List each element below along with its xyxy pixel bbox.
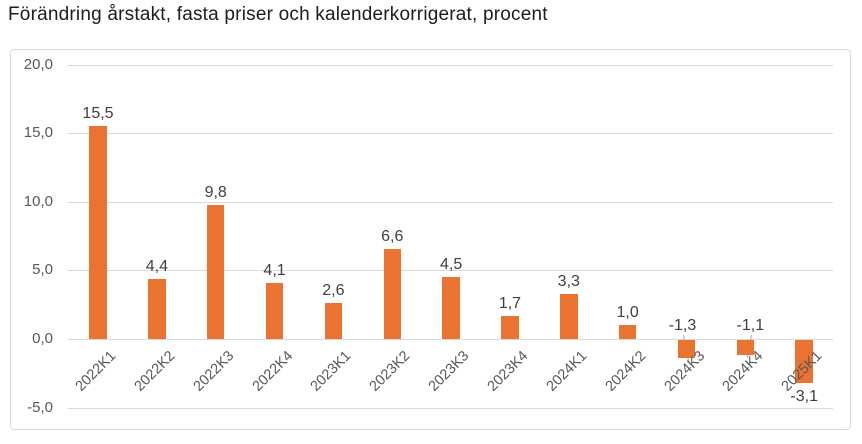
gridline (68, 202, 833, 203)
bar-2022K1 (89, 126, 107, 339)
data-label-2022K2: 4,4 (145, 257, 168, 275)
data-label-2025K1: -3,1 (790, 387, 818, 405)
bar-2024K3 (677, 340, 696, 358)
y-tick-label: -5,0 (27, 399, 53, 416)
data-label-2023K4: 1,7 (498, 294, 522, 312)
data-label-2022K1: 15,5 (82, 105, 114, 123)
gridline (68, 339, 833, 340)
gridline (68, 65, 833, 66)
y-tick-label: 10,0 (23, 193, 53, 210)
data-label-2024K3: -1,3 (668, 317, 697, 334)
y-tick-label: 0,0 (32, 330, 53, 347)
bar-2023K1 (324, 303, 343, 339)
x-tick-label-2022K4: 2022K4 (249, 348, 296, 395)
x-tick-label-2024K4: 2024K4 (720, 348, 767, 395)
bar-2022K2 (148, 278, 166, 339)
bar-2023K3 (442, 277, 460, 339)
gridline (68, 133, 833, 134)
data-label-2022K3: 9,8 (204, 183, 227, 201)
data-label-2022K4: 4,1 (263, 261, 286, 279)
x-tick-label-2024K1: 2024K1 (543, 348, 591, 395)
x-tick-label-2024K2: 2024K2 (602, 348, 649, 395)
x-tick-label-2023K3: 2023K3 (425, 348, 473, 395)
x-tick-label-2023K4: 2023K4 (484, 348, 532, 395)
data-label-2024K1: 3,3 (557, 272, 580, 290)
bar-2024K2 (618, 325, 637, 339)
gridline (68, 270, 833, 271)
chart-plot-area: 20,0 15,0 10,0 5,0 0,0 -5,0 15,5 2022K1 4,4 2022K… (10, 49, 851, 430)
y-tick-label: 20,0 (23, 56, 53, 73)
bar-2025K1 (795, 340, 813, 383)
gridline (68, 408, 833, 409)
data-label-2024K4: -1,1 (736, 317, 765, 334)
bar-2022K4 (265, 282, 284, 339)
x-tick-label-2023K2: 2023K2 (366, 348, 414, 395)
x-tick-label-2022K2: 2022K2 (131, 348, 179, 395)
data-label-2024K2: 1,0 (616, 304, 639, 322)
y-tick-label: 15,0 (23, 124, 53, 141)
bar-2024K4 (736, 340, 755, 356)
y-tick-label: 5,0 (32, 261, 53, 278)
chart-title: Förändring årstakt, fasta priser och kal… (8, 4, 548, 25)
bar-2023K2 (383, 248, 401, 339)
data-label-2023K3: 4,5 (439, 256, 463, 274)
bar-2022K3 (206, 204, 225, 339)
x-tick-label-2022K3: 2022K3 (190, 348, 238, 395)
data-label-2023K1: 2,6 (322, 282, 345, 300)
data-label-2023K2: 6,6 (381, 227, 404, 245)
bar-2023K4 (501, 315, 519, 339)
bar-2024K1 (560, 293, 578, 339)
x-tick-label-2023K1: 2023K1 (308, 348, 355, 395)
x-tick-label-2022K1: 2022K1 (72, 348, 120, 395)
